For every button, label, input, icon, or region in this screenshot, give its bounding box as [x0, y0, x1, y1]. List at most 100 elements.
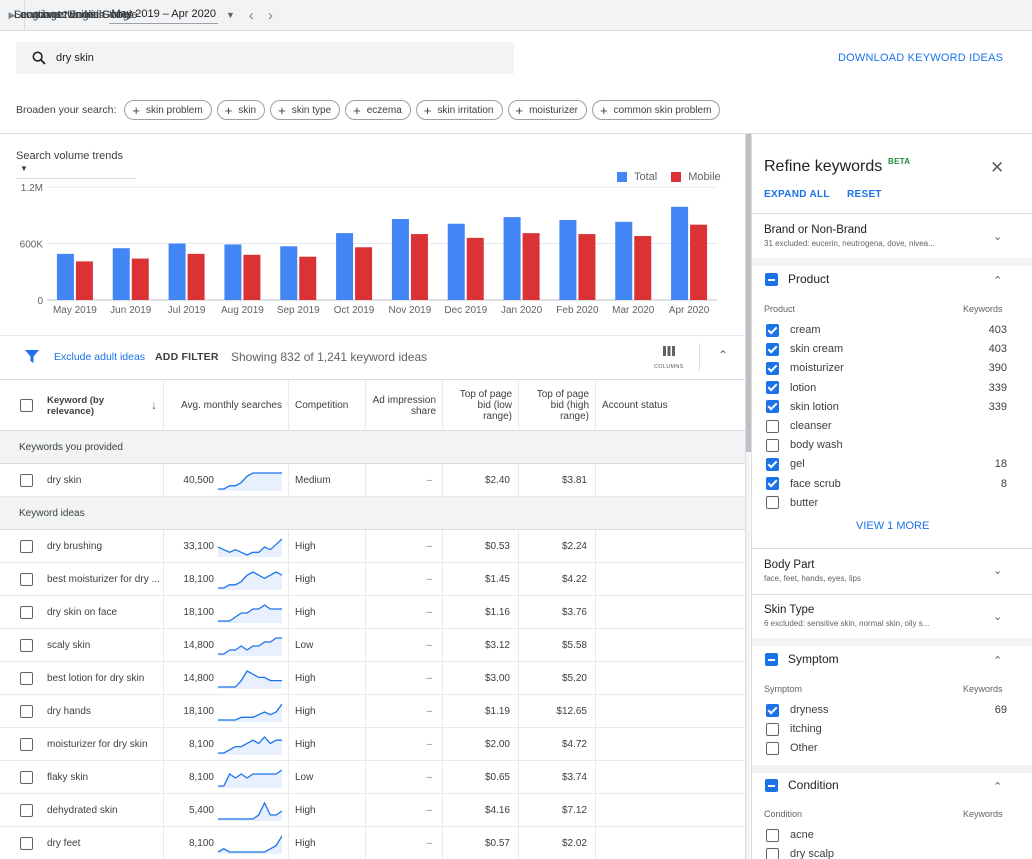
download-keyword-ideas-button[interactable]: DOWNLOAD KEYWORD IDEAS	[838, 52, 1004, 64]
keyword-cell[interactable]: dry skin	[47, 474, 82, 486]
table-row[interactable]: best lotion for dry skin 14,800 High – $3.00…	[0, 662, 745, 695]
row-checkbox[interactable]	[20, 837, 33, 850]
filter-option[interactable]: cream 403	[766, 322, 1007, 338]
filter-option[interactable]: Other	[766, 740, 1007, 756]
view-more-button[interactable]: VIEW 1 MORE	[856, 520, 930, 532]
checkbox-checked-icon[interactable]	[766, 703, 779, 717]
keyword-search-box[interactable]: dry skin	[16, 42, 514, 74]
chevron-up-icon[interactable]: ⌃	[993, 781, 1003, 793]
search-query[interactable]: dry skin	[56, 52, 94, 64]
keyword-cell[interactable]: flaky skin	[47, 771, 89, 783]
chevron-up-icon[interactable]: ⌃	[993, 655, 1003, 667]
filter-option[interactable]: itching	[766, 721, 1007, 737]
collapse-minus-icon[interactable]	[765, 779, 778, 792]
expand-all-button[interactable]: EXPAND ALL	[764, 189, 830, 200]
chevron-down-icon[interactable]: ⌄	[993, 231, 1003, 243]
close-icon[interactable]: ✕	[990, 158, 1005, 177]
filter-option[interactable]: moisturizer 390	[766, 360, 1007, 376]
checkbox-checked-icon[interactable]	[766, 361, 779, 375]
header-keyword[interactable]: Keyword (by relevance) ↓	[41, 380, 163, 431]
header-competition[interactable]: Competition	[288, 380, 365, 431]
table-row[interactable]: best moisturizer for dry ... 18,100 High – $…	[0, 563, 745, 596]
filter-option[interactable]: body wash	[766, 437, 1007, 453]
row-checkbox[interactable]	[20, 705, 33, 718]
checkbox-checked-icon[interactable]	[766, 342, 779, 356]
filter-option[interactable]: butter	[766, 495, 1007, 511]
broaden-chip[interactable]: + skin irritation	[415, 100, 503, 120]
keyword-cell[interactable]: best moisturizer for dry ...	[47, 573, 160, 585]
broaden-chip[interactable]: + eczema	[345, 100, 411, 120]
keyword-cell[interactable]: scaly skin	[47, 639, 91, 651]
header-bid-low[interactable]: Top of page bid (low range)	[442, 380, 518, 431]
filter-option[interactable]: skin lotion 339	[766, 399, 1007, 415]
table-row[interactable]: scaly skin 14,800 Low – $3.12 $5.58	[0, 629, 745, 662]
row-checkbox[interactable]	[20, 804, 33, 817]
chevron-down-icon[interactable]: ⌄	[993, 611, 1003, 623]
broaden-chip[interactable]: + skin problem	[124, 100, 212, 120]
row-checkbox[interactable]	[20, 540, 33, 553]
expand-arrow-icon[interactable]: ▶	[8, 9, 16, 20]
chevron-up-icon[interactable]: ⌃	[993, 275, 1003, 287]
checkbox-unchecked-icon[interactable]	[766, 828, 779, 842]
broaden-chip[interactable]: + moisturizer	[507, 100, 587, 120]
chevron-left-icon[interactable]: ‹	[248, 6, 254, 24]
filter-option[interactable]: gel 18	[766, 456, 1007, 472]
checkbox-unchecked-icon[interactable]	[766, 847, 779, 859]
chevron-right-icon[interactable]: ›	[267, 6, 273, 24]
header-avg-searches[interactable]: Avg. monthly searches	[163, 380, 288, 431]
filter-option[interactable]: lotion 339	[766, 380, 1007, 396]
header-account-status[interactable]: Account status	[595, 380, 745, 431]
checkbox-unchecked-icon[interactable]	[766, 438, 779, 452]
table-row[interactable]: moisturizer for dry skin 8,100 High – $2.00 $…	[0, 728, 745, 761]
date-range-select[interactable]: May 2019 – Apr 2020	[109, 6, 218, 24]
table-row[interactable]: dry skin on face 18,100 High – $1.16 $3.76	[0, 596, 745, 629]
row-checkbox[interactable]	[20, 672, 33, 685]
checkbox-checked-icon[interactable]	[766, 381, 779, 395]
broaden-chip[interactable]: + common skin problem	[592, 100, 721, 120]
table-row[interactable]: dehydrated skin 5,400 High – $4.16 $7.12	[0, 794, 745, 827]
filter-option[interactable]: cleanser	[766, 418, 1007, 434]
legend-item-mobile[interactable]: Mobile	[671, 171, 721, 183]
select-all-checkbox[interactable]	[20, 399, 33, 412]
keyword-cell[interactable]: best lotion for dry skin	[47, 672, 145, 684]
table-row[interactable]: dry skin 40,500 Medium – $2.40 $3.81	[0, 464, 745, 497]
add-filter-button[interactable]: ADD FILTER	[155, 351, 219, 363]
row-checkbox[interactable]	[20, 606, 33, 619]
network-filter[interactable]: Search networks: Google	[14, 9, 138, 21]
filter-option[interactable]: dryness 69	[766, 702, 1007, 718]
row-checkbox[interactable]	[20, 573, 33, 586]
table-row[interactable]: dry feet 8,100 High – $0.57 $2.02	[0, 827, 745, 859]
filter-option[interactable]: face scrub 8	[766, 476, 1007, 492]
keyword-cell[interactable]: dry feet	[47, 837, 81, 849]
checkbox-checked-icon[interactable]	[766, 323, 779, 337]
sort-arrow-down-icon[interactable]: ↓	[151, 398, 157, 412]
broaden-chip[interactable]: + skin type	[270, 100, 341, 120]
checkbox-unchecked-icon[interactable]	[766, 741, 779, 755]
row-checkbox[interactable]	[20, 639, 33, 652]
checkbox-checked-icon[interactable]	[766, 457, 779, 471]
collapse-minus-icon[interactable]	[765, 273, 778, 286]
filter-option[interactable]: dry scalp	[766, 846, 1007, 859]
table-scrollbar[interactable]	[745, 134, 751, 859]
scrollbar-thumb[interactable]	[746, 134, 751, 452]
keyword-cell[interactable]: dry hands	[47, 705, 91, 717]
row-checkbox[interactable]	[20, 474, 33, 487]
table-row[interactable]: dry hands 18,100 High – $1.19 $12.65	[0, 695, 745, 728]
filter-option[interactable]: acne	[766, 827, 1007, 843]
row-checkbox[interactable]	[20, 738, 33, 751]
language-filter[interactable]: Language: English	[14, 9, 106, 21]
row-checkbox[interactable]	[20, 771, 33, 784]
chevron-down-icon[interactable]: ⌄	[993, 565, 1003, 577]
checkbox-checked-icon[interactable]	[766, 477, 779, 491]
header-bid-high[interactable]: Top of page bid (high range)	[518, 380, 595, 431]
filter-option[interactable]: skin cream 403	[766, 341, 1007, 357]
caret-down-icon[interactable]: ▼	[225, 10, 235, 20]
location-filter[interactable]: Locations: United States	[14, 9, 134, 21]
checkbox-unchecked-icon[interactable]	[766, 419, 779, 433]
filter-funnel-icon[interactable]	[25, 350, 39, 363]
table-row[interactable]: dry brushing 33,100 High – $0.53 $2.24	[0, 530, 745, 563]
collapse-minus-icon[interactable]	[765, 653, 778, 666]
reset-button[interactable]: RESET	[847, 189, 882, 200]
checkbox-checked-icon[interactable]	[766, 400, 779, 414]
legend-item-total[interactable]: Total	[617, 171, 657, 183]
